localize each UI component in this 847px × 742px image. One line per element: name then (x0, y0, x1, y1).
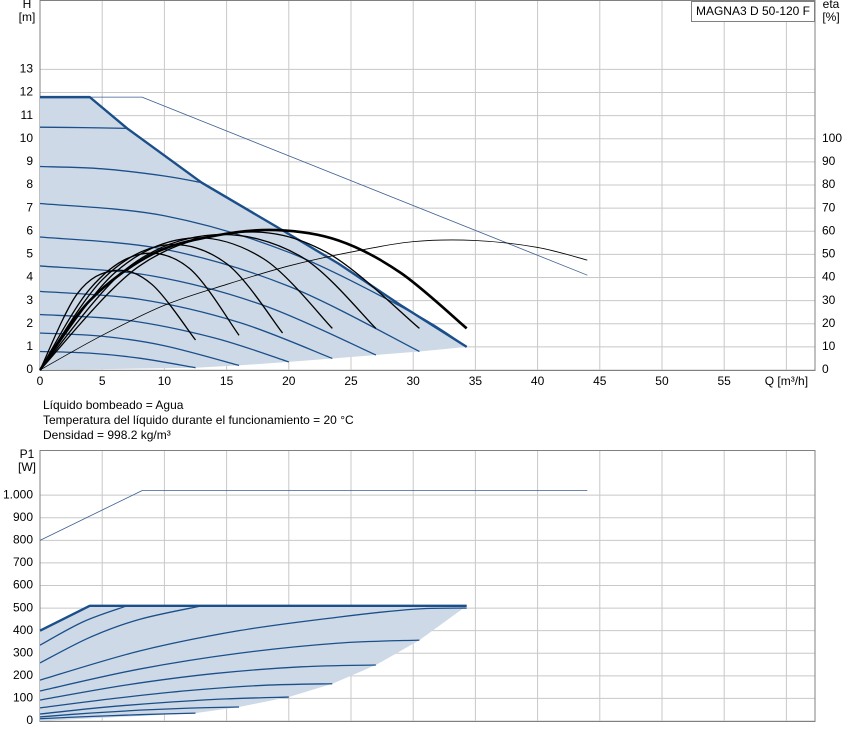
y-tick-label: 2 (26, 316, 33, 330)
curve (39, 664, 376, 701)
y-axis-unit: [W] (18, 460, 36, 474)
y2-tick-label: 50 (822, 247, 836, 261)
x-tick-label: 40 (531, 374, 545, 388)
y-tick-label: 500 (13, 600, 33, 614)
x-tick-label: 30 (407, 374, 421, 388)
x-tick-label: 55 (718, 374, 732, 388)
y2-tick-label: 30 (822, 293, 836, 307)
curve (39, 605, 128, 646)
y2-tick-label: 20 (822, 316, 836, 330)
curve (39, 604, 467, 632)
y-axis-label: P1 (20, 447, 35, 461)
curve (39, 683, 333, 709)
y-tick-label: 4 (26, 270, 33, 284)
curve (39, 639, 420, 692)
curve (39, 243, 284, 371)
x-tick-label: 0 (37, 374, 44, 388)
y-tick-label: 700 (13, 555, 33, 569)
x-tick-label: 25 (344, 374, 358, 388)
y-axis-label: H (23, 0, 32, 11)
curve (39, 236, 420, 353)
y-axis-unit: [m] (19, 10, 36, 24)
curve (39, 712, 196, 720)
y-tick-label: 9 (26, 154, 33, 168)
note: Densidad = 998.2 kg/m³ (43, 428, 171, 442)
y2-tick-label: 60 (822, 223, 836, 237)
curve (39, 269, 197, 371)
curve (39, 696, 289, 715)
y-tick-label: 0 (26, 362, 33, 376)
chart-title: MAGNA3 D 50-120 F (696, 4, 810, 18)
y-tick-label: 5 (26, 247, 33, 261)
curve (39, 607, 467, 681)
y-tick-label: 11 (21, 108, 34, 122)
y2-tick-label: 0 (822, 362, 829, 376)
x-tick-label: 45 (593, 374, 607, 388)
x-tick-label: Q [m³/h] (765, 374, 808, 388)
y-tick-label: 0 (26, 713, 33, 727)
y-tick-label: 1 (26, 339, 33, 353)
x-tick-label: 15 (220, 374, 234, 388)
y-tick-label: 200 (13, 668, 33, 682)
curve (40, 95, 468, 348)
y2-tick-label: 10 (822, 339, 836, 353)
curve (39, 265, 377, 356)
y-tick-label: 12 (20, 85, 34, 99)
title-box (691, 1, 815, 22)
curve (39, 350, 196, 369)
y-tick-label: 10 (20, 131, 34, 145)
y-tick-label: 900 (13, 510, 33, 524)
y-tick-label: 8 (26, 177, 33, 191)
y-tick-label: 1.000 (3, 487, 33, 501)
plot-frame (39, 450, 816, 722)
y2-tick-label: 70 (822, 200, 836, 214)
y-tick-label: 800 (13, 533, 33, 547)
curve (39, 605, 202, 664)
curve (39, 126, 128, 129)
operating-area (40, 97, 467, 370)
y-tick-label: 300 (13, 645, 33, 659)
x-tick-label: 35 (469, 374, 483, 388)
y2-tick-label: 100 (822, 131, 842, 145)
x-tick-label: 50 (655, 374, 669, 388)
note: Líquido bombeado = Agua (43, 398, 184, 412)
curve (39, 165, 202, 184)
curve (39, 290, 333, 360)
x-tick-label: 5 (99, 374, 106, 388)
y-tick-label: 13 (20, 62, 34, 76)
x-tick-label: 10 (158, 374, 172, 388)
y-tick-label: 6 (26, 223, 33, 237)
y2-tick-label: 90 (822, 154, 836, 168)
curve (39, 202, 468, 348)
y2-axis-unit: [%] (822, 10, 839, 24)
curve (38, 228, 468, 371)
x-tick-label: 20 (282, 374, 296, 388)
y-tick-label: 600 (13, 578, 33, 592)
y-tick-label: 400 (13, 623, 33, 637)
curve (39, 239, 588, 371)
y-tick-label: 7 (26, 200, 33, 214)
curve (39, 706, 240, 718)
y2-tick-label: 80 (822, 177, 836, 191)
y2-tick-label: 40 (822, 270, 836, 284)
y-tick-label: 3 (26, 293, 33, 307)
operating-area (40, 605, 467, 721)
curve (39, 490, 588, 541)
y2-axis-label: eta (823, 0, 840, 11)
y-tick-label: 100 (13, 691, 33, 705)
note: Temperatura del líquido durante el funci… (43, 413, 354, 427)
